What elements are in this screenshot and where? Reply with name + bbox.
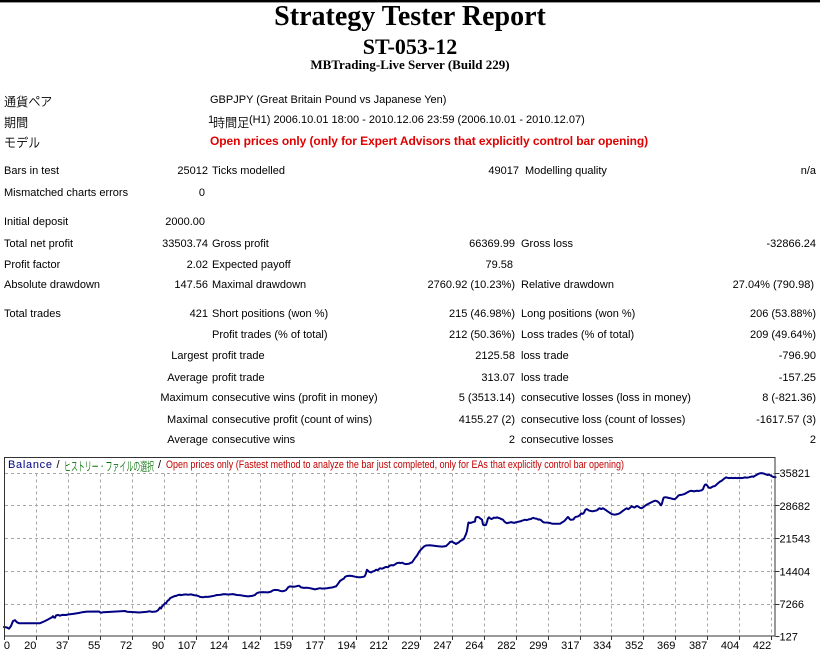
svg-text:282: 282 xyxy=(497,640,515,652)
svg-text:124: 124 xyxy=(210,640,228,652)
svg-text:264: 264 xyxy=(465,640,483,652)
svg-text:212: 212 xyxy=(369,640,387,652)
svg-text:142: 142 xyxy=(242,640,260,652)
svg-text:37: 37 xyxy=(56,640,68,652)
svg-text:159: 159 xyxy=(274,640,292,652)
svg-text:177: 177 xyxy=(306,640,324,652)
svg-text:247: 247 xyxy=(433,640,451,652)
svg-text:387: 387 xyxy=(689,640,707,652)
svg-text:194: 194 xyxy=(337,640,355,652)
svg-text:20: 20 xyxy=(24,640,36,652)
svg-text:7266: 7266 xyxy=(780,599,804,611)
svg-text:422: 422 xyxy=(753,640,771,652)
svg-text:55: 55 xyxy=(88,640,100,652)
svg-text:0: 0 xyxy=(4,640,10,652)
svg-text:229: 229 xyxy=(401,640,419,652)
svg-text:369: 369 xyxy=(657,640,675,652)
svg-text:352: 352 xyxy=(625,640,643,652)
svg-text:299: 299 xyxy=(529,640,547,652)
svg-text:21543: 21543 xyxy=(780,534,811,546)
svg-text:35821: 35821 xyxy=(780,468,811,480)
svg-text:72: 72 xyxy=(120,640,132,652)
svg-text:334: 334 xyxy=(593,640,611,652)
svg-text:90: 90 xyxy=(152,640,164,652)
svg-text:317: 317 xyxy=(561,640,579,652)
svg-text:107: 107 xyxy=(178,640,196,652)
svg-text:127: 127 xyxy=(780,632,798,644)
svg-text:14404: 14404 xyxy=(780,566,811,578)
svg-text:28682: 28682 xyxy=(780,501,811,513)
svg-text:404: 404 xyxy=(721,640,739,652)
